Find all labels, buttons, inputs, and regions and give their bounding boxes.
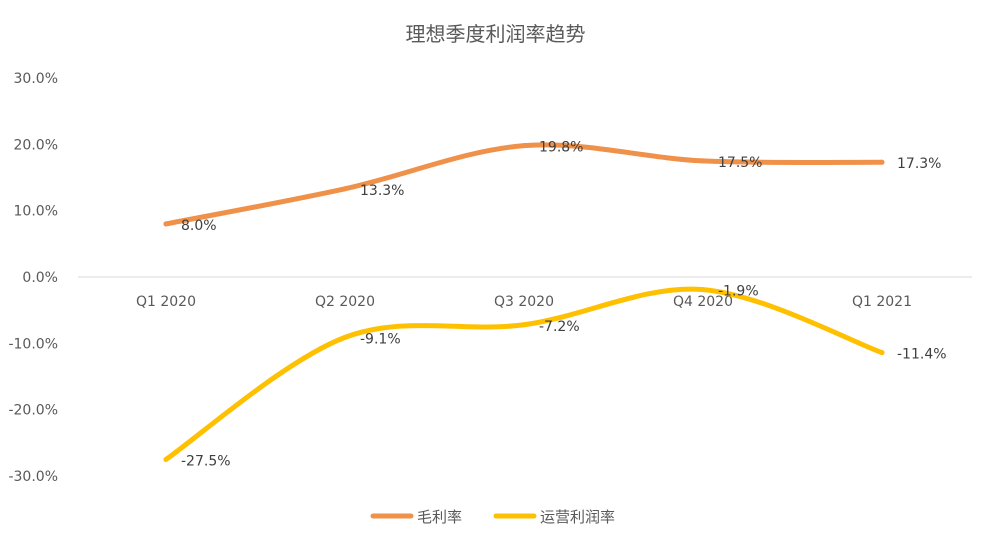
operating-margin-data-label: -1.9%: [718, 284, 759, 300]
x-tick-label: Q4 2020: [673, 294, 733, 310]
y-tick-label: 30.0%: [14, 71, 58, 87]
legend-gross-margin-label: 毛利率: [417, 508, 462, 526]
y-tick-label: 10.0%: [14, 204, 58, 220]
legend-operating-margin-label: 运营利润率: [540, 508, 615, 526]
operating-margin-line: [163, 286, 885, 462]
gross-margin-point: [700, 158, 706, 164]
y-tick-label: 0.0%: [22, 270, 58, 286]
gross-margin-point: [342, 186, 348, 192]
gross-margin-point: [163, 221, 169, 227]
operating-margin-data-label: -9.1%: [360, 331, 401, 347]
y-tick-label: -20.0%: [8, 403, 58, 419]
gross-margin-point: [879, 159, 885, 165]
operating-margin-data-label: -27.5%: [181, 453, 231, 469]
operating-margin-point: [700, 287, 706, 293]
x-tick-label: Q1 2021: [852, 294, 912, 310]
gross-margin-data-label: 13.3%: [360, 183, 404, 199]
gross-margin-data-label: 8.0%: [181, 218, 217, 234]
chart-title: 理想季度利润率趋势: [405, 22, 586, 46]
y-tick-label: 20.0%: [14, 137, 58, 153]
x-tick-label: Q2 2020: [315, 294, 375, 310]
gross-margin-data-label: 17.3%: [897, 156, 941, 172]
gross-margin-data-label: 19.8%: [539, 140, 583, 156]
operating-margin-point: [521, 322, 527, 328]
operating-margin-point: [879, 350, 885, 356]
operating-margin-point: [163, 456, 169, 462]
operating-margin-point: [342, 334, 348, 340]
operating-margin-data-label: -7.2%: [539, 319, 580, 335]
gross-margin-point: [521, 143, 527, 149]
gross-margin-data-label: 17.5%: [718, 155, 762, 171]
y-tick-label: -30.0%: [8, 469, 58, 485]
operating-margin-data-label: -11.4%: [897, 347, 947, 363]
x-tick-label: Q1 2020: [136, 294, 196, 310]
gross-margin-line: [163, 142, 885, 227]
x-tick-label: Q3 2020: [494, 294, 554, 310]
y-tick-label: -10.0%: [8, 336, 58, 352]
